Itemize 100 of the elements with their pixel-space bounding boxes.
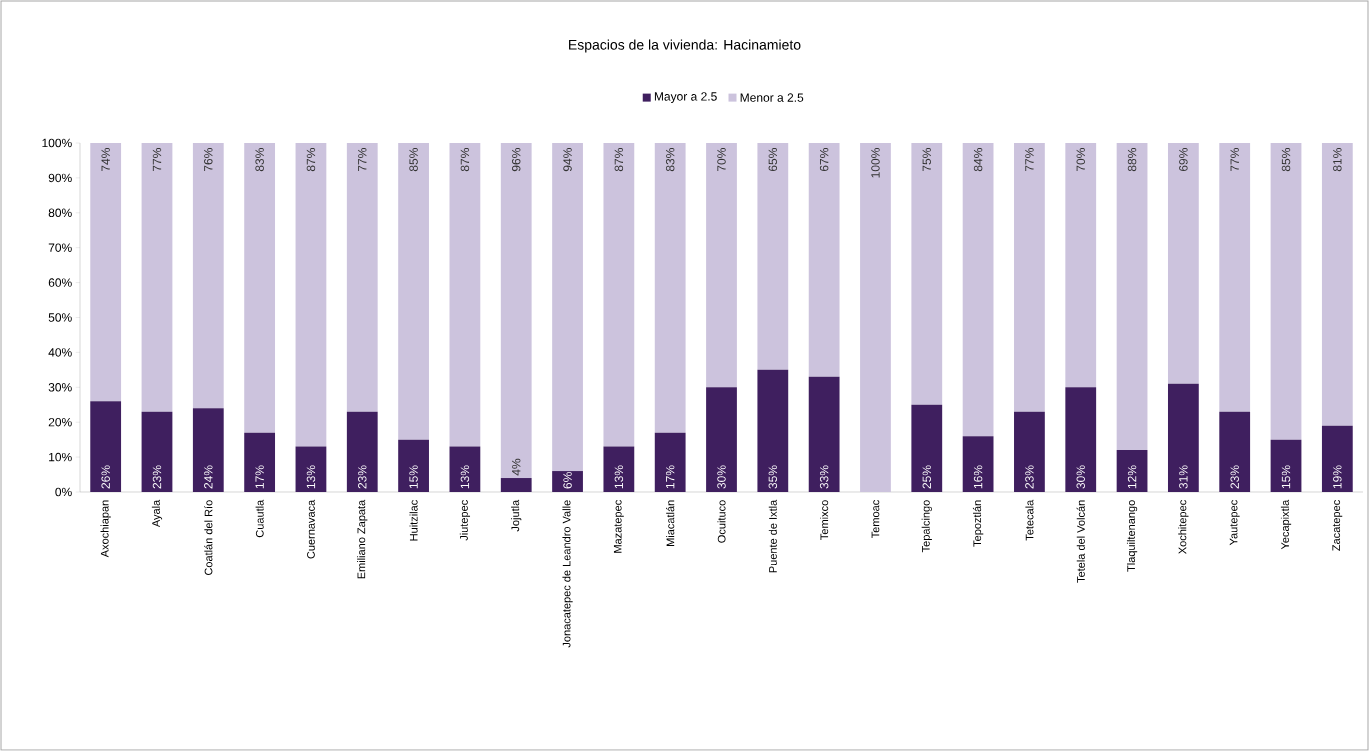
x-tick-label: Yautepec (1229, 500, 1240, 546)
bar (1167, 142, 1199, 384)
bar (552, 142, 583, 472)
data-label: 67% (819, 148, 829, 172)
bar (1116, 142, 1148, 451)
data-label: 12% (1127, 465, 1137, 489)
bar (1065, 142, 1097, 388)
data-label: 87% (614, 148, 624, 172)
y-tick-label: 100% (42, 138, 72, 148)
bar (244, 142, 276, 433)
x-tick-label: Jiutepec (459, 500, 471, 541)
x-tick-label: Jojutla (511, 499, 522, 532)
bar (860, 142, 891, 492)
x-tick-label: Tepalcingo (921, 500, 932, 553)
bar (244, 432, 276, 492)
data-label: 77% (1230, 148, 1239, 172)
bar (295, 446, 327, 492)
bar (141, 142, 173, 412)
x-tick-label: Mazatepec (613, 500, 624, 553)
x-tick-label: Yecapixtla (1280, 499, 1292, 550)
data-label: 76% (204, 148, 213, 172)
data-label: 94% (563, 148, 572, 172)
bar (398, 142, 429, 440)
data-label: 17% (255, 465, 264, 489)
x-tick-label: Cuernavaca (307, 499, 315, 559)
x-tick-label: Jonacatepec de Leandro Valle (562, 500, 573, 648)
bar (449, 446, 481, 492)
bar (90, 142, 122, 402)
bar (192, 408, 224, 492)
bar (1065, 387, 1097, 492)
bar (141, 411, 173, 492)
x-tick-label: Tetela del Volcán (1076, 500, 1085, 583)
data-label: 77% (152, 148, 162, 172)
data-label: 69% (1179, 148, 1188, 172)
bar (962, 436, 994, 492)
bar (449, 142, 481, 447)
y-tick-label: 0% (55, 487, 72, 497)
y-tick-label: 70% (48, 243, 72, 252)
x-tick-label: Tetecala (1025, 499, 1034, 541)
x-tick-label: Temoac (871, 500, 880, 539)
bar (603, 142, 635, 447)
data-label: 15% (1281, 465, 1291, 489)
bar (398, 439, 429, 492)
y-tick-label: 50% (48, 313, 72, 322)
data-label: 31% (1179, 465, 1188, 489)
y-tick-label: 80% (48, 208, 72, 218)
y-tick-label: 90% (48, 173, 72, 183)
data-label: 23% (358, 465, 367, 489)
x-tick-label: Axochiapan (100, 500, 111, 558)
x-tick-label: Ocuituco (717, 500, 726, 543)
data-label: 23% (1230, 465, 1239, 489)
bar (911, 404, 943, 492)
data-label: 84% (973, 148, 983, 172)
data-label: 65% (768, 148, 778, 172)
bar (1321, 425, 1353, 492)
bar (911, 142, 943, 405)
bar (654, 142, 686, 433)
legend-label: Menor a 2.5 (740, 93, 804, 102)
bar (654, 432, 686, 492)
y-tick-label: 40% (48, 348, 72, 357)
bar (808, 142, 840, 377)
data-label: 96% (511, 148, 521, 172)
data-label: 70% (1076, 148, 1085, 172)
data-label: 33% (819, 465, 829, 489)
bar (346, 142, 378, 412)
data-label: 30% (717, 465, 726, 489)
bar (706, 387, 737, 492)
x-tick-label: Ayala (151, 499, 163, 528)
data-label: 26% (101, 465, 110, 489)
data-label: 70% (717, 148, 726, 172)
data-label: 77% (1025, 148, 1034, 172)
data-label: 23% (152, 465, 162, 489)
bar (603, 446, 635, 492)
bar (706, 142, 737, 388)
x-tick-label: Cuautla (255, 499, 264, 538)
bar (90, 401, 122, 492)
data-label: 24% (204, 465, 213, 489)
data-label: 15% (409, 465, 418, 489)
bar (757, 369, 789, 492)
data-label: 13% (614, 465, 624, 489)
data-label: 25% (922, 465, 932, 489)
x-tick-label: Temixco (820, 500, 829, 540)
bar (1014, 411, 1045, 492)
data-label: 74% (101, 148, 110, 172)
bar (295, 142, 327, 447)
data-label: 13% (306, 465, 316, 489)
y-tick-label: 60% (48, 278, 72, 287)
bar (808, 376, 840, 492)
bar (1321, 142, 1353, 426)
x-tick-label: Zacatepec (1332, 500, 1343, 551)
x-tick-label: Tlaquiltenango (1126, 500, 1138, 572)
bar (1116, 450, 1148, 492)
chart-title: Espacios de la vivienda: Hacinamieto (569, 39, 801, 53)
x-tick-label: Huitzilac (409, 500, 418, 541)
data-label: 75% (922, 148, 931, 172)
data-label: 83% (665, 148, 675, 172)
data-label: 77% (358, 148, 367, 172)
data-label: 35% (768, 465, 778, 489)
legend-label: Mayor a 2.5 (654, 92, 717, 104)
x-tick-label: Emiliano Zapata (357, 499, 368, 579)
